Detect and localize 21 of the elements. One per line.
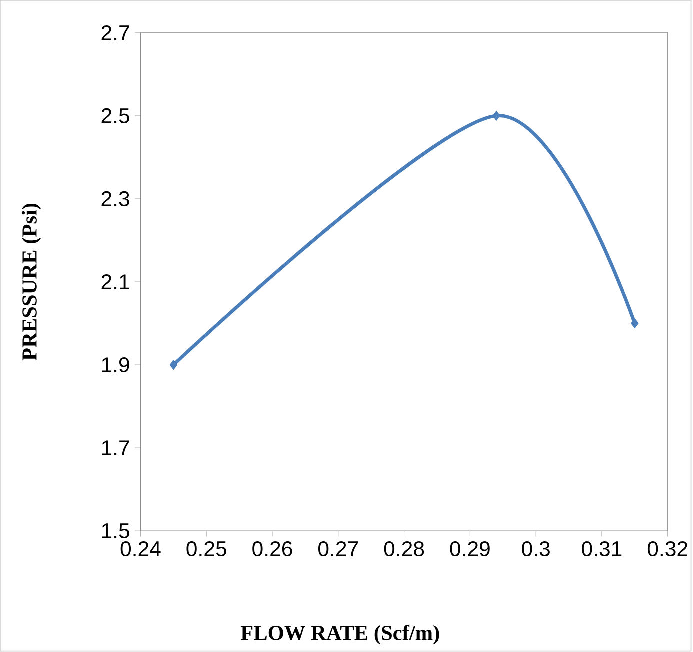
y-axis-title: PRESSURE (Psi)	[22, 204, 42, 361]
x-tick-label: 0.32	[648, 542, 688, 557]
y-tick-label: 1.9	[102, 358, 130, 373]
y-tick-label: 1.7	[102, 440, 130, 456]
point	[631, 318, 639, 329]
x-tick-label: 0.31	[582, 542, 622, 557]
y-tick-label: 2.5	[102, 108, 130, 124]
x-axis-title: FLOW RATE (Scf/m)	[240, 625, 440, 645]
x-tick-label: 0.28	[384, 542, 424, 557]
x-tick-label: 0.26	[252, 542, 292, 557]
point	[170, 360, 178, 370]
x-tick-label: 0.25	[186, 542, 226, 557]
y-tick-label: 2.7	[102, 26, 130, 40]
point	[492, 111, 500, 122]
y-tick-label: 1.5	[102, 524, 130, 539]
x-tick-label: 0.24	[120, 542, 161, 557]
x-tick-label: 0.3	[522, 542, 550, 557]
x-tick-label: 0.27	[318, 542, 358, 557]
y-tick-label: 2.1	[102, 274, 130, 290]
y-tick-label: 2.3	[102, 192, 130, 207]
x-tick-label: 0.29	[450, 542, 490, 557]
